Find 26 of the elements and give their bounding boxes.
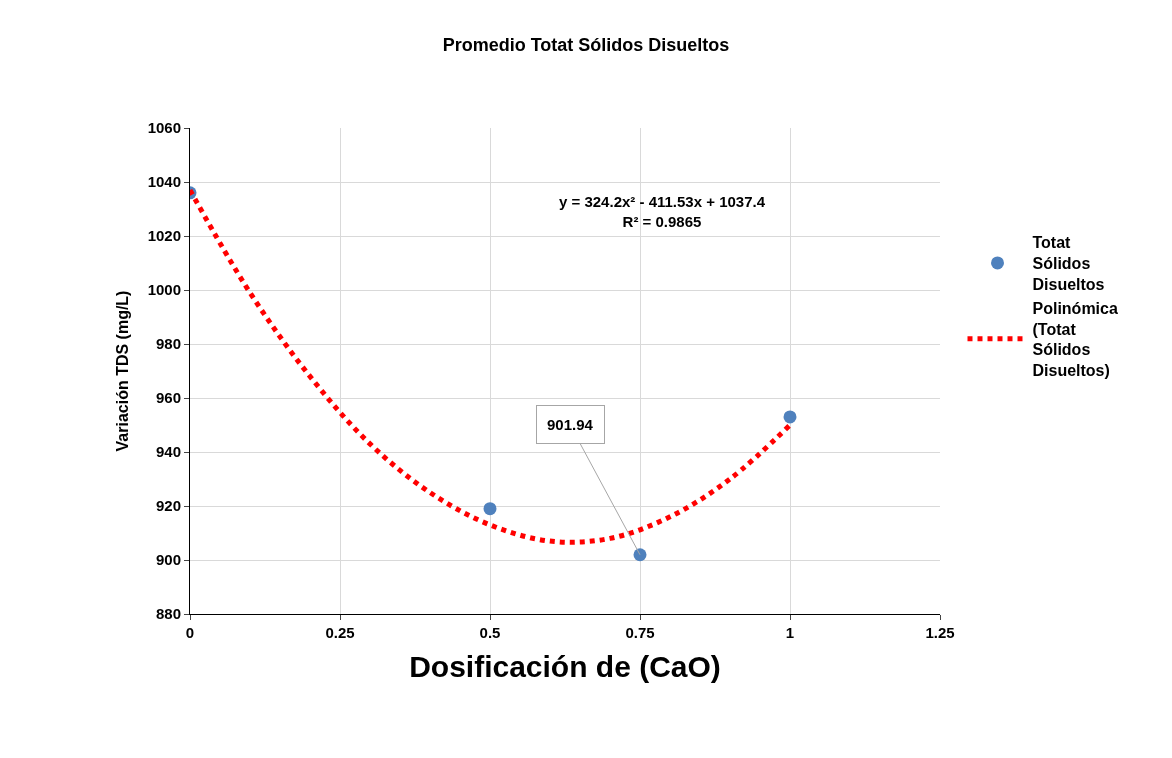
- x-tick-label: 0.5: [479, 624, 501, 641]
- data-label: 901.94: [547, 416, 594, 433]
- y-tick-label: 1040: [147, 173, 181, 191]
- x-axis-title: Dosificación de (CaO): [409, 649, 721, 683]
- y-tick-label: 880: [155, 605, 181, 623]
- x-tick-label: 0.75: [625, 624, 655, 641]
- point: [483, 502, 497, 516]
- y-tick-label: 920: [155, 497, 181, 515]
- y-tick-label: 960: [155, 389, 181, 407]
- y-tick-label: 980: [155, 335, 181, 353]
- x-tick-label: 0: [185, 624, 195, 641]
- y-axis-title: Variación TDS (mg/L): [113, 290, 131, 452]
- x-tick-label: 1: [785, 624, 795, 641]
- y-tick-label: 1020: [147, 227, 181, 245]
- x-tick-label: 1.25: [925, 624, 955, 641]
- x-tick-label: 0.25: [325, 624, 355, 641]
- y-tick-label: 940: [155, 443, 181, 461]
- legend-label: Polinómica (Totat Sólidos Disueltos): [1032, 299, 1118, 380]
- annotation: y = 324.2x² - 411.53x + 1037.4: [559, 193, 766, 210]
- legend-label: Totat Sólidos Disueltos: [1032, 234, 1105, 293]
- point: [783, 410, 797, 424]
- y-tick-label: 1000: [147, 281, 181, 299]
- annotation: R² = 0.9865: [622, 212, 702, 230]
- y-tick-label: 900: [155, 551, 181, 569]
- y-tick-label: 1060: [147, 119, 181, 137]
- chart-title: Promedio Totat Sólidos Disueltos: [442, 34, 730, 55]
